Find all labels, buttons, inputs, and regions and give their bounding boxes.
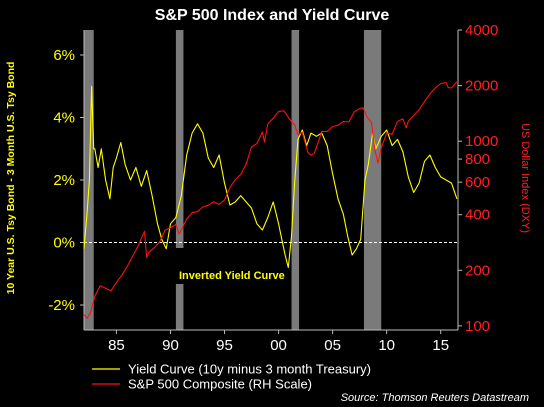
y-axis-left-label: 10 Year U.S. Tsy Bond - 3 Month U.S. Tsy… — [5, 62, 17, 295]
plot-area: 6%4%2%0%-2%40002000100080060040020010085… — [48, 22, 498, 354]
sp500-line — [83, 81, 458, 319]
y-right-tick-label: 4000 — [465, 22, 498, 39]
y-left-tick-label: 0% — [53, 235, 75, 252]
y-left-tick-label: 2% — [53, 172, 75, 189]
recession-band — [363, 30, 382, 330]
y-right-tick-label: 800 — [465, 151, 490, 168]
y-axis-right-label: US Dollar Index (DXY) — [519, 123, 531, 233]
x-tick-label: 95 — [216, 337, 233, 354]
x-tick-label: 10 — [378, 337, 395, 354]
y-right-tick-label: 200 — [465, 262, 490, 279]
x-tick-label: 00 — [270, 337, 287, 354]
source-note: Source: Thomson Reuters Datastream — [341, 392, 529, 404]
x-tick-label: 90 — [162, 337, 179, 354]
inverted-yield-curve-annotation: Inverted Yield Curve — [179, 270, 285, 282]
y-left-tick-label: 4% — [53, 110, 75, 127]
y-right-tick-label: 2000 — [465, 78, 498, 95]
legend: Yield Curve (10y minus 3 month Treasury)… — [92, 362, 371, 392]
recession-band — [175, 30, 184, 248]
legend-label-sp500: S&P 500 Composite (RH Scale) — [128, 377, 312, 392]
y-right-tick-label: 600 — [465, 174, 490, 191]
yield-curve-line — [83, 85, 458, 269]
y-left-tick-label: 6% — [53, 47, 75, 64]
y-right-tick-label: 400 — [465, 207, 490, 224]
legend-label-yield: Yield Curve (10y minus 3 month Treasury) — [128, 362, 371, 377]
y-left-tick-label: -2% — [48, 297, 75, 314]
x-tick-label: 15 — [432, 337, 449, 354]
chart-title: S&P 500 Index and Yield Curve — [155, 7, 390, 24]
y-right-tick-label: 100 — [465, 318, 490, 335]
recession-band — [175, 284, 184, 330]
x-tick-label: 85 — [108, 337, 125, 354]
y-right-tick-label: 1000 — [465, 133, 498, 150]
x-tick-label: 05 — [324, 337, 341, 354]
